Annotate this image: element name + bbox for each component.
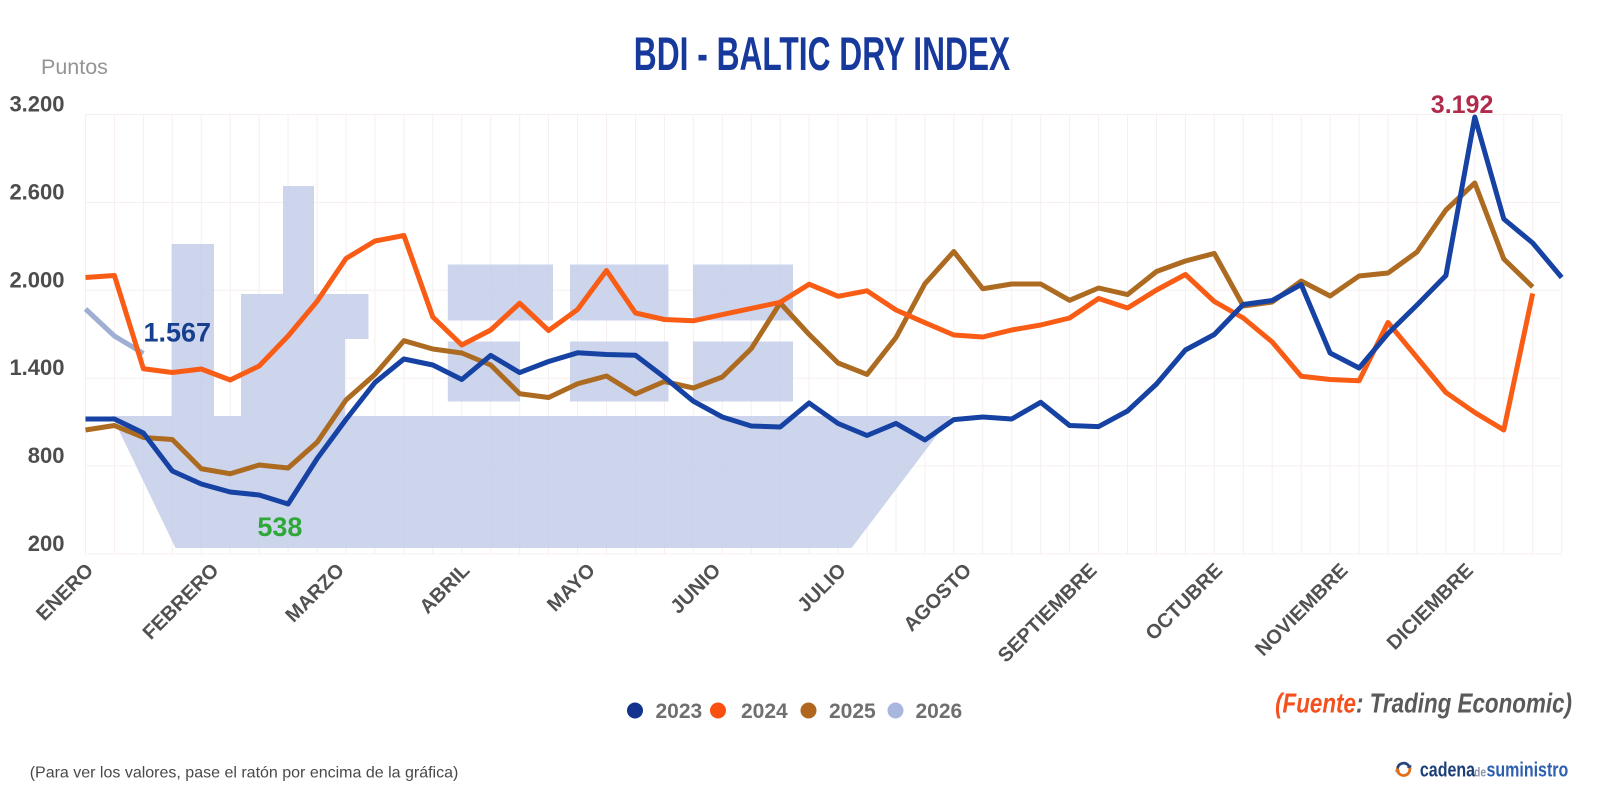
svg-text:de: de bbox=[1474, 765, 1487, 779]
svg-text:2024: 2024 bbox=[741, 700, 788, 723]
svg-text:538: 538 bbox=[257, 512, 302, 542]
svg-text:cadena: cadena bbox=[1420, 759, 1476, 781]
svg-text:2.000: 2.000 bbox=[9, 267, 64, 292]
svg-text:Puntos: Puntos bbox=[41, 55, 108, 79]
svg-text:800: 800 bbox=[28, 443, 65, 468]
svg-text:suministro: suministro bbox=[1487, 759, 1569, 781]
svg-text:(Para ver los valores, pase el: (Para ver los valores, pase el ratón por… bbox=[30, 765, 459, 782]
svg-text:3.200: 3.200 bbox=[9, 92, 64, 117]
svg-text:2023: 2023 bbox=[656, 700, 703, 723]
svg-text:2.600: 2.600 bbox=[9, 180, 64, 205]
svg-text:1.567: 1.567 bbox=[144, 318, 212, 348]
svg-text:BDI - BALTIC DRY INDEX: BDI - BALTIC DRY INDEX bbox=[634, 29, 1011, 81]
svg-text:200: 200 bbox=[28, 531, 65, 556]
svg-text:1.400: 1.400 bbox=[9, 355, 64, 380]
svg-text:3.192: 3.192 bbox=[1431, 91, 1494, 119]
svg-text:2025: 2025 bbox=[829, 700, 876, 723]
svg-text:2026: 2026 bbox=[916, 700, 963, 723]
svg-text:(Fuente: Trading Economic): (Fuente: Trading Economic) bbox=[1275, 688, 1572, 719]
